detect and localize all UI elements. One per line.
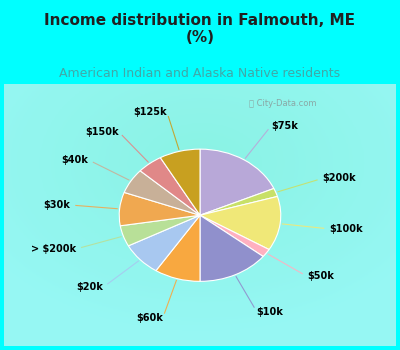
Wedge shape — [156, 215, 200, 281]
Text: American Indian and Alaska Native residents: American Indian and Alaska Native reside… — [60, 67, 340, 80]
Wedge shape — [128, 215, 200, 271]
Wedge shape — [119, 193, 200, 226]
Wedge shape — [200, 215, 269, 257]
Text: $200k: $200k — [323, 173, 356, 183]
Wedge shape — [200, 149, 274, 215]
Text: $10k: $10k — [257, 307, 284, 317]
Text: $40k: $40k — [61, 155, 88, 165]
Wedge shape — [200, 189, 278, 215]
Wedge shape — [200, 196, 281, 250]
Wedge shape — [124, 171, 200, 215]
Text: $75k: $75k — [271, 121, 298, 131]
Text: $100k: $100k — [330, 224, 363, 234]
Text: $30k: $30k — [43, 200, 70, 210]
Text: ⓘ City-Data.com: ⓘ City-Data.com — [250, 99, 317, 108]
Text: $50k: $50k — [307, 272, 334, 281]
Text: $125k: $125k — [133, 107, 167, 117]
Text: > $200k: > $200k — [31, 244, 76, 254]
Wedge shape — [200, 215, 263, 281]
Text: $60k: $60k — [136, 313, 163, 323]
Wedge shape — [120, 215, 200, 246]
Wedge shape — [160, 149, 200, 215]
Text: $20k: $20k — [76, 282, 103, 292]
Wedge shape — [140, 158, 200, 215]
Text: Income distribution in Falmouth, ME
(%): Income distribution in Falmouth, ME (%) — [44, 13, 356, 45]
Text: $150k: $150k — [85, 127, 118, 136]
